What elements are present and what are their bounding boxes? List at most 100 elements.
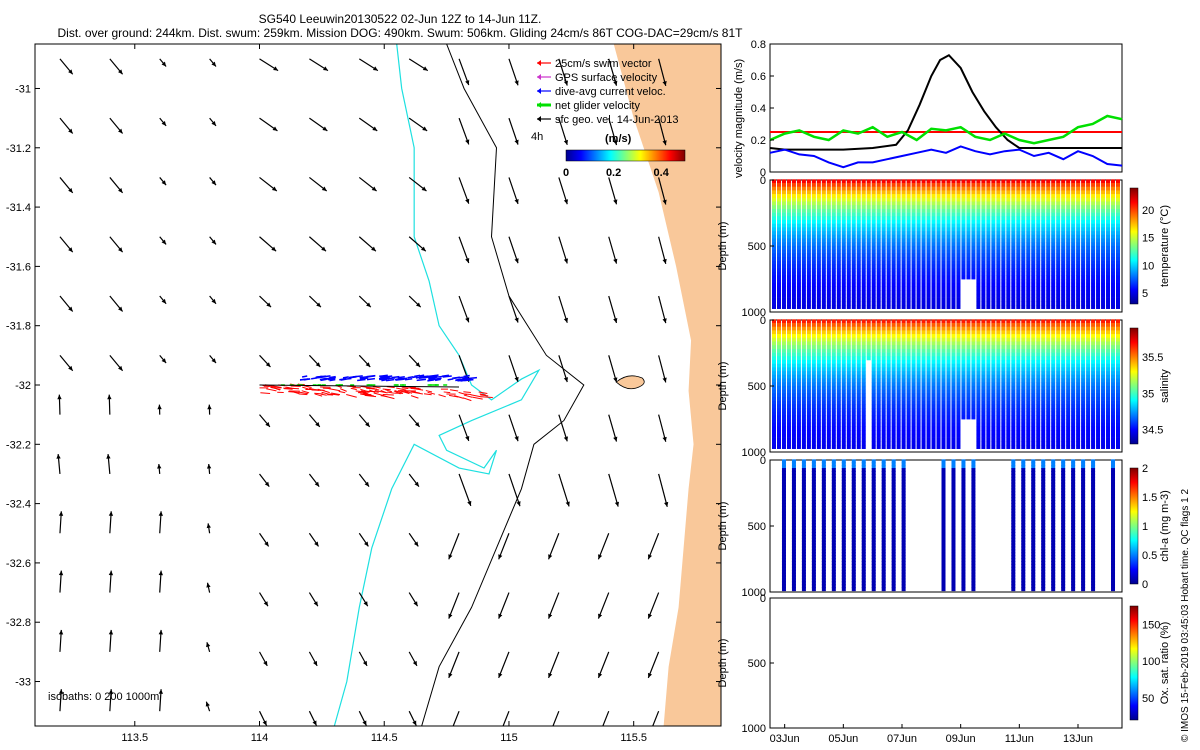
section-dot xyxy=(1086,183,1091,188)
section-dot xyxy=(941,363,946,368)
section-dot xyxy=(956,444,961,449)
section-dot xyxy=(1076,271,1081,276)
section-dot xyxy=(811,411,816,416)
section-dot xyxy=(881,256,886,261)
section-dot xyxy=(881,348,886,353)
velocity-arrow xyxy=(498,651,510,679)
section-dot xyxy=(846,208,851,213)
section-dot xyxy=(891,260,896,265)
section-dot xyxy=(931,437,936,442)
section-dot xyxy=(1006,282,1011,287)
section-dot xyxy=(876,290,881,295)
section-dot xyxy=(926,275,931,280)
section-dot xyxy=(1071,290,1076,295)
section-dot xyxy=(1116,219,1120,224)
section-dot xyxy=(986,367,991,372)
section-dot xyxy=(806,304,811,309)
section-dot xyxy=(896,348,901,353)
section-dot xyxy=(1001,186,1006,191)
section-dot xyxy=(1006,256,1011,261)
velocity-arrowhead xyxy=(662,199,667,205)
section-dot xyxy=(906,352,911,357)
section-dot xyxy=(821,275,826,280)
section-dot xyxy=(806,400,811,405)
section-dot xyxy=(846,275,851,280)
section-dot xyxy=(851,433,856,438)
section-dot xyxy=(1011,426,1016,431)
section-dot xyxy=(1036,430,1041,435)
section-dot xyxy=(1041,367,1046,372)
section-dot xyxy=(926,433,931,438)
section-dot xyxy=(951,378,956,383)
section-dot xyxy=(1076,304,1081,309)
section-dot xyxy=(956,430,961,435)
section-dot xyxy=(931,408,936,413)
section-dot xyxy=(886,382,891,387)
section-dot xyxy=(801,190,806,195)
section-dot xyxy=(991,367,996,372)
section-dot xyxy=(1091,260,1096,265)
section-dot xyxy=(926,385,931,390)
section-dot xyxy=(856,408,861,413)
section-dot xyxy=(796,216,801,221)
section-dot xyxy=(881,341,886,346)
section-dot xyxy=(891,205,896,210)
section-dot xyxy=(1071,179,1076,184)
section-dot xyxy=(856,374,861,379)
section-dot xyxy=(776,400,781,405)
section-dot xyxy=(786,205,791,210)
section-dot xyxy=(1001,393,1006,398)
section-dot xyxy=(906,400,911,405)
section-dot xyxy=(796,426,801,431)
section-dot xyxy=(846,249,851,254)
section-dot xyxy=(836,219,841,224)
section-dot xyxy=(1036,444,1041,449)
section-dot xyxy=(876,415,881,420)
velocity-arrowhead xyxy=(613,140,618,146)
section-dot xyxy=(911,231,916,236)
section-dot xyxy=(791,231,796,236)
section-dot xyxy=(1031,341,1036,346)
section-dot xyxy=(976,279,981,284)
section-dot xyxy=(896,286,901,291)
section-dot xyxy=(1096,186,1101,191)
section-dot xyxy=(1106,208,1111,213)
section-dot xyxy=(951,234,956,239)
section-dot xyxy=(1036,256,1041,261)
section-dot xyxy=(931,385,936,390)
section-dot xyxy=(931,389,936,394)
section-dot xyxy=(1041,179,1046,184)
section-dot xyxy=(806,382,811,387)
section-dot xyxy=(876,212,881,217)
section-dot xyxy=(1006,183,1011,188)
section-dot xyxy=(911,433,916,438)
section-dot xyxy=(981,323,986,328)
section-dot xyxy=(846,279,851,284)
section-dot xyxy=(886,194,891,199)
section-dot xyxy=(996,279,1001,284)
section-dot xyxy=(1011,441,1016,446)
section-dot xyxy=(846,304,851,309)
map-y-tick-label: -32.4 xyxy=(6,499,31,511)
section-dot xyxy=(1101,301,1106,306)
section-dot xyxy=(826,433,831,438)
section-dot xyxy=(906,382,911,387)
section-dot xyxy=(956,348,961,353)
section-dot xyxy=(786,219,791,224)
section-dot xyxy=(901,348,906,353)
section-dot xyxy=(916,367,921,372)
section-dot xyxy=(781,367,786,372)
section-dot xyxy=(866,227,871,232)
section-dot xyxy=(791,227,796,232)
section-dot xyxy=(986,326,991,331)
section-dot xyxy=(1081,304,1086,309)
section-dot xyxy=(1081,179,1086,184)
section-dot xyxy=(951,219,956,224)
section-dot xyxy=(931,179,936,184)
section-dot xyxy=(866,256,871,261)
section-dot xyxy=(941,345,946,350)
section-dot xyxy=(886,212,891,217)
section-dot xyxy=(951,282,956,287)
section-dot xyxy=(1021,268,1026,273)
section-dot xyxy=(826,326,831,331)
